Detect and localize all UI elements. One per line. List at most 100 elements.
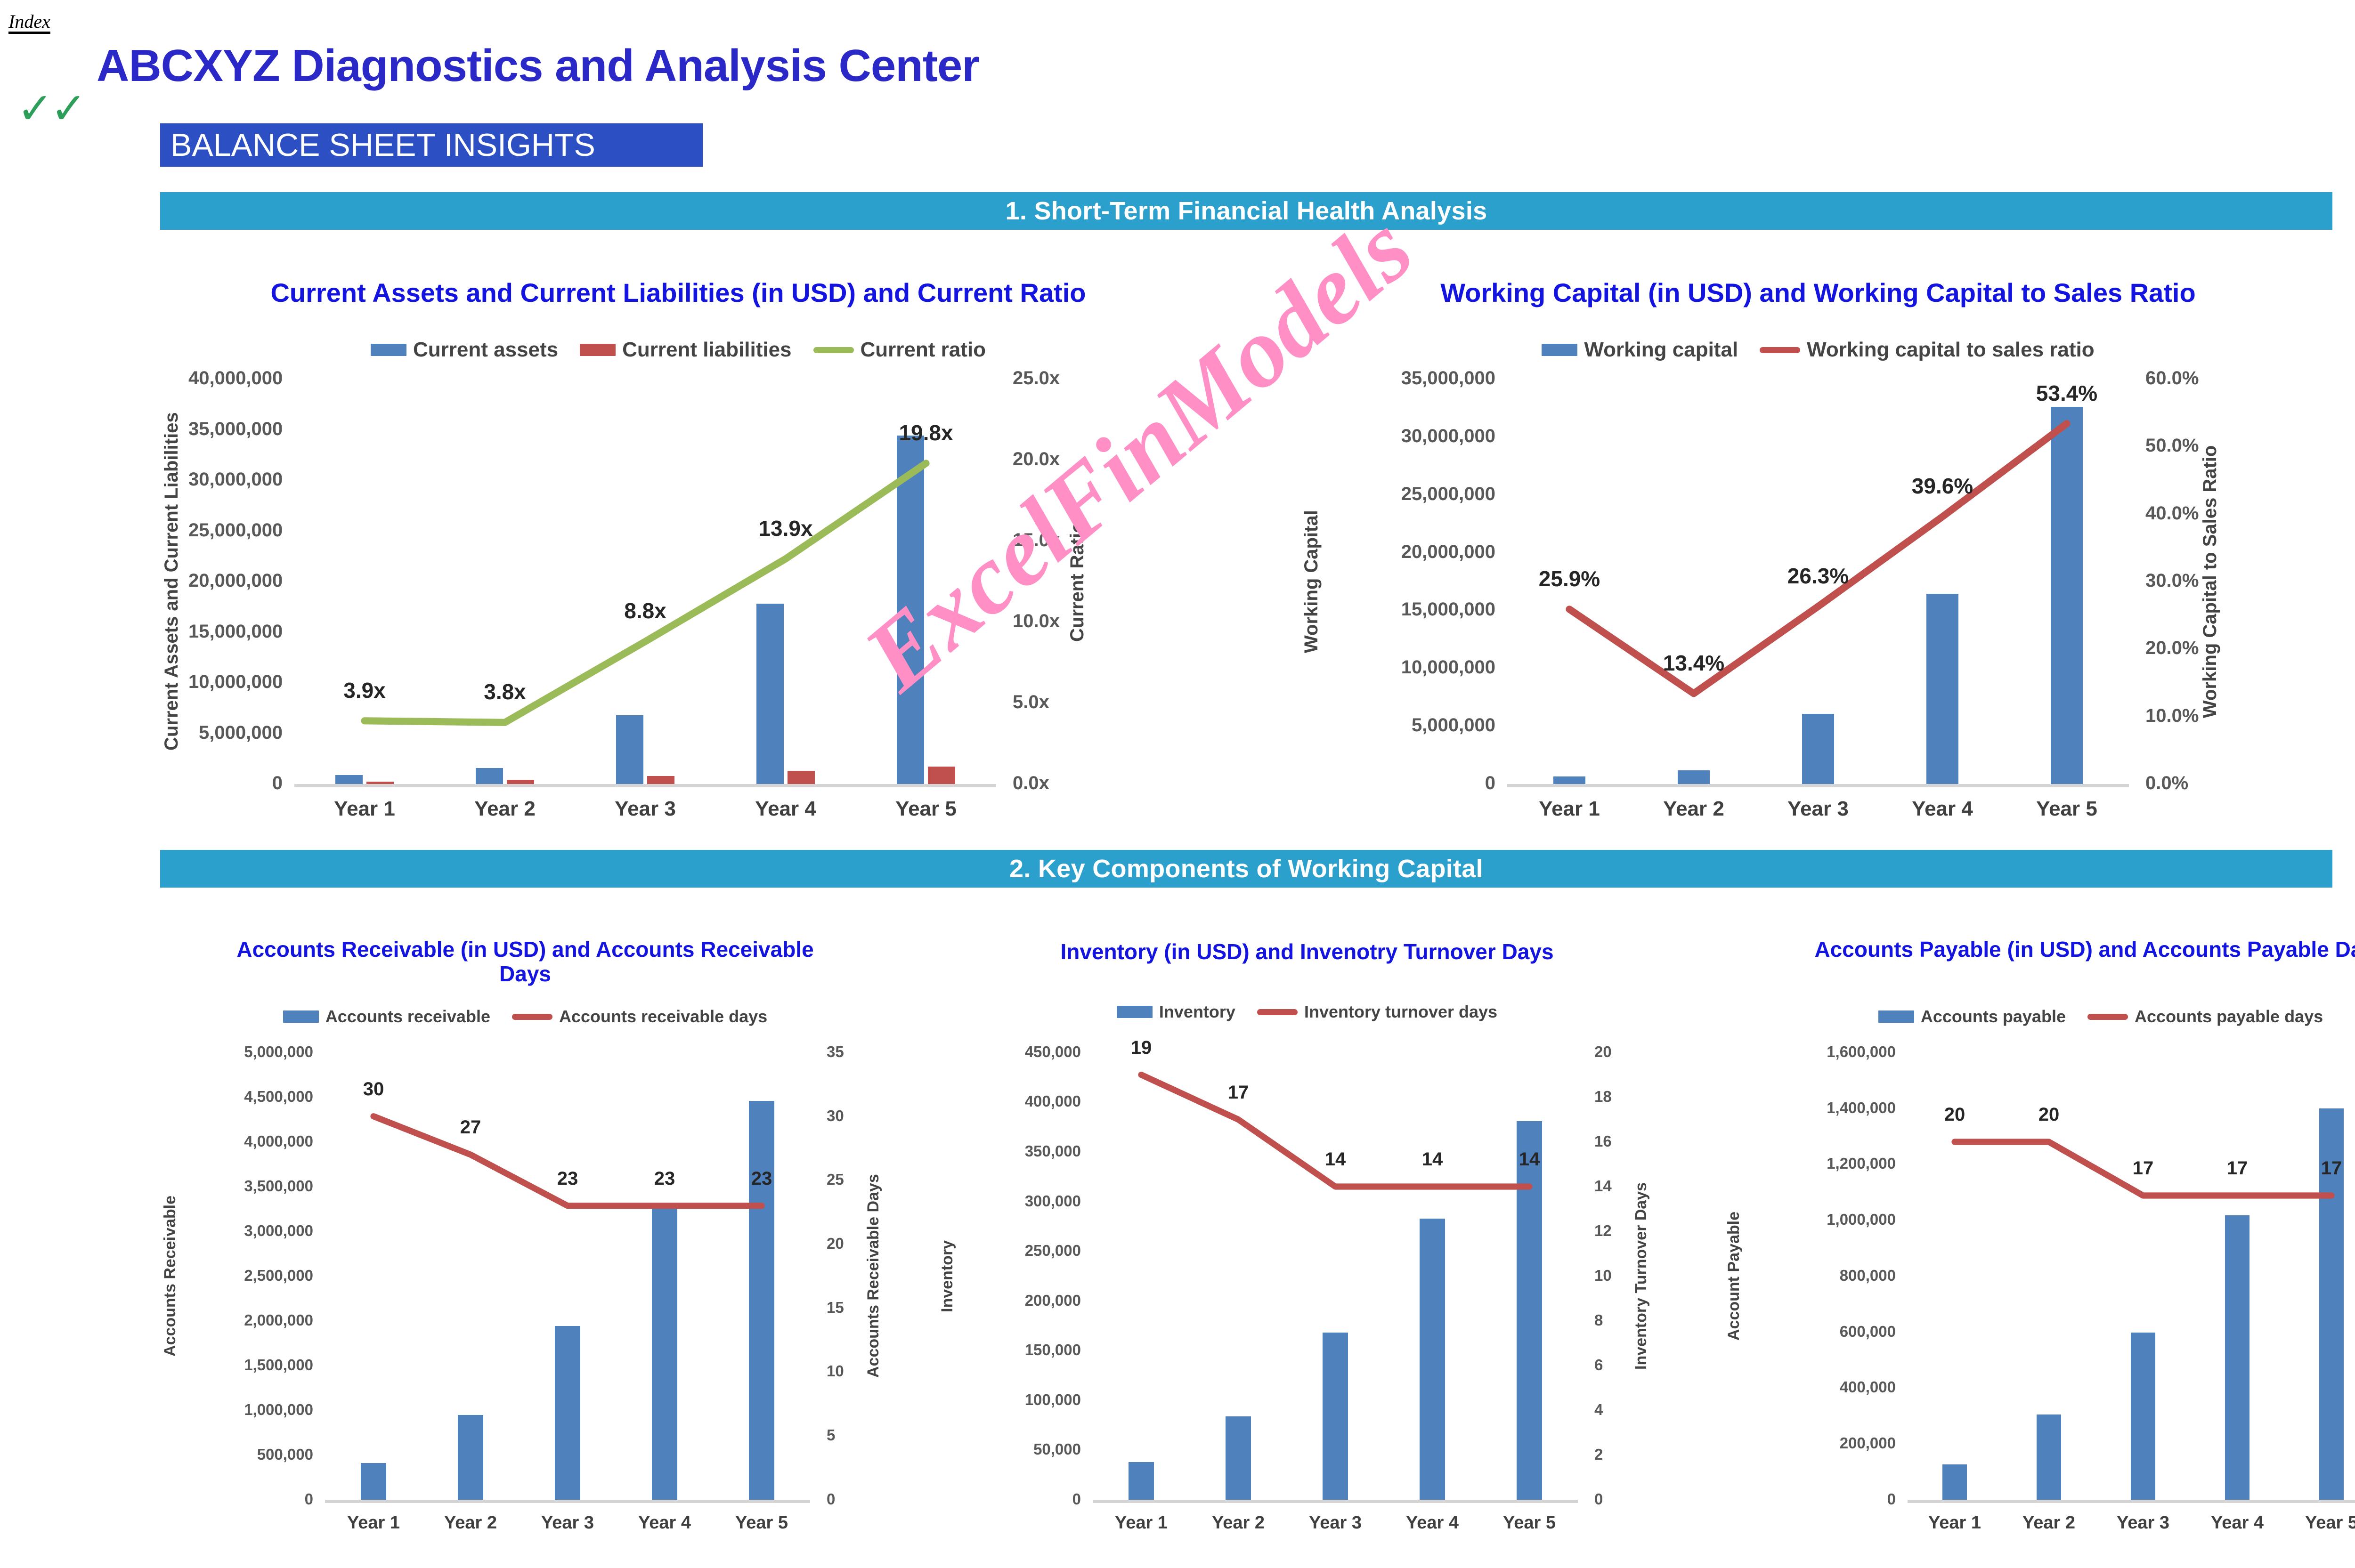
data-label: 13.9x bbox=[758, 516, 813, 541]
bar[interactable] bbox=[2319, 1108, 2344, 1500]
y-axis-tick: 350,000 bbox=[1024, 1142, 1081, 1160]
section-band-2: 2. Key Components of Working Capital bbox=[160, 850, 2332, 888]
y-axis-tick: 50,000 bbox=[1033, 1440, 1081, 1458]
y-axis-tick: 4,000,000 bbox=[244, 1132, 313, 1150]
bar[interactable] bbox=[749, 1100, 774, 1500]
y-axis-tick: 4,500,000 bbox=[244, 1087, 313, 1105]
chart-title: Accounts Receivable (in USD) and Account… bbox=[236, 937, 814, 986]
bar[interactable] bbox=[476, 768, 503, 784]
y-axis-tick: 5,000,000 bbox=[1412, 715, 1495, 736]
index-link[interactable]: Index bbox=[8, 11, 50, 32]
bar[interactable] bbox=[1677, 770, 1710, 784]
chart-inventory[interactable]: Inventory (in USD) and Invenotry Turnove… bbox=[937, 916, 1677, 1568]
bar[interactable] bbox=[1942, 1464, 1967, 1500]
legend-bar-swatch-icon bbox=[580, 344, 616, 356]
legend-label: Current ratio bbox=[860, 338, 986, 361]
chart-legend[interactable]: Accounts receivable Accounts receivable d… bbox=[160, 1007, 890, 1026]
legend-label: Accounts payable bbox=[1920, 1007, 2066, 1026]
bar[interactable] bbox=[616, 715, 644, 784]
legend-item[interactable]: Working capital to sales ratio bbox=[1760, 338, 2095, 362]
x-axis-category-label: Year 2 bbox=[444, 1513, 497, 1533]
legend-item[interactable]: Accounts receivable bbox=[283, 1007, 490, 1026]
line-series bbox=[1566, 420, 2071, 697]
secondary-y-axis-tick: 40.0% bbox=[2145, 502, 2199, 524]
legend-item[interactable]: Inventory turnover days bbox=[1257, 1002, 1497, 1022]
bar[interactable] bbox=[1553, 776, 1586, 784]
data-label: 26.3% bbox=[1787, 564, 1849, 589]
legend-item[interactable]: Accounts payable bbox=[1878, 1007, 2066, 1026]
bar[interactable] bbox=[1129, 1462, 1154, 1500]
chart-legend[interactable]: Inventory Inventory turnover days bbox=[937, 1002, 1677, 1022]
chart-legend[interactable]: Working capital Working capital to sales … bbox=[1300, 338, 2336, 362]
chart-accounts-payable[interactable]: Accounts Payable (in USD) and Accounts P… bbox=[1724, 916, 2355, 1568]
bar[interactable] bbox=[787, 771, 815, 784]
chart-legend[interactable]: Current assets Current liabilities Current… bbox=[160, 338, 1196, 362]
legend-item[interactable]: Current liabilities bbox=[580, 338, 792, 362]
x-axis-category-label: Year 3 bbox=[1309, 1513, 1362, 1533]
bar[interactable] bbox=[2037, 1414, 2061, 1500]
bar[interactable] bbox=[1802, 714, 1835, 784]
bar[interactable] bbox=[555, 1326, 580, 1500]
bar[interactable] bbox=[361, 1463, 386, 1500]
legend-item[interactable]: Current ratio bbox=[813, 338, 986, 362]
legend-item[interactable]: Inventory bbox=[1116, 1002, 1235, 1022]
y-axis-tick: 500,000 bbox=[257, 1445, 313, 1463]
legend-item[interactable]: Working capital bbox=[1542, 338, 1738, 362]
secondary-y-axis-tick: 20 bbox=[1594, 1043, 1612, 1060]
legend-line-swatch-icon bbox=[1257, 1009, 1298, 1015]
bar[interactable] bbox=[1420, 1218, 1445, 1500]
legend-label: Inventory bbox=[1159, 1002, 1235, 1021]
bar[interactable] bbox=[1926, 593, 1959, 784]
bar[interactable] bbox=[897, 436, 925, 784]
chart-working-capital[interactable]: Working Capital (in USD) and Working Cap… bbox=[1300, 250, 2336, 838]
bar[interactable] bbox=[335, 775, 363, 784]
legend-item[interactable]: Accounts receivable days bbox=[512, 1007, 767, 1026]
plot-area: 0 500,000 1,000,000 1,500,000 2,000,000 2,500… bbox=[161, 1044, 882, 1533]
y-axis-tick: 10,000,000 bbox=[188, 671, 283, 692]
y-axis-tick: 1,500,000 bbox=[244, 1356, 313, 1374]
y-axis-tick: 600,000 bbox=[1839, 1322, 1896, 1340]
x-axis-category-label: Year 2 bbox=[2022, 1513, 2075, 1533]
bar[interactable] bbox=[756, 604, 784, 784]
bar[interactable] bbox=[1226, 1416, 1251, 1500]
legend-label: Accounts receivable bbox=[325, 1007, 490, 1026]
bar[interactable] bbox=[366, 782, 394, 784]
y-axis-title: Accounts Receivable bbox=[161, 1195, 179, 1357]
y-axis-tick: 20,000,000 bbox=[188, 570, 283, 591]
axis-baseline bbox=[1908, 1500, 2355, 1503]
secondary-y-axis-tick: 10 bbox=[827, 1362, 844, 1380]
data-label: 20 bbox=[1944, 1104, 1965, 1125]
line-series bbox=[1138, 1071, 1533, 1190]
bar[interactable] bbox=[2050, 406, 2083, 784]
legend-item[interactable]: Current assets bbox=[370, 338, 558, 362]
y-axis-tick: 1,600,000 bbox=[1827, 1043, 1896, 1060]
y-axis-tick: 3,000,000 bbox=[244, 1221, 313, 1239]
y-axis-tick: 0 bbox=[1072, 1490, 1081, 1508]
secondary-y-axis-tick: 10.0x bbox=[1013, 611, 1060, 631]
bar[interactable] bbox=[652, 1206, 677, 1500]
legend-line-swatch-icon bbox=[813, 347, 854, 353]
data-label: 23 bbox=[654, 1168, 675, 1189]
legend-label: Working capital to sales ratio bbox=[1807, 338, 2095, 361]
bar[interactable] bbox=[2225, 1215, 2249, 1500]
chart-title: Current Assets and Current Liabilities (… bbox=[270, 278, 1086, 307]
bar[interactable] bbox=[506, 779, 534, 784]
y-axis-tick: 1,000,000 bbox=[244, 1400, 313, 1418]
legend-item[interactable]: Accounts payable days bbox=[2087, 1007, 2323, 1026]
y-axis-tick: 1,400,000 bbox=[1827, 1099, 1896, 1116]
bar[interactable] bbox=[458, 1414, 483, 1500]
x-axis-category-label: Year 4 bbox=[2211, 1513, 2264, 1533]
y-axis-tick: 5,000,000 bbox=[244, 1043, 313, 1060]
chart-accounts-receivable[interactable]: Accounts Receivable (in USD) and Account… bbox=[160, 916, 890, 1568]
bar[interactable] bbox=[1323, 1333, 1348, 1500]
x-axis-category-label: Year 1 bbox=[1539, 797, 1600, 820]
bar[interactable] bbox=[2131, 1332, 2155, 1500]
chart-current-assets-liabilities[interactable]: Current Assets and Current Liabilities (… bbox=[160, 250, 1196, 838]
bar[interactable] bbox=[647, 776, 674, 784]
chart-legend[interactable]: Accounts payable Accounts payable days bbox=[1724, 1007, 2355, 1026]
plot-area: 0 5,000,000 10,000,000 15,000,000 20,000,000… bbox=[1301, 369, 2220, 820]
axis-baseline bbox=[1093, 1500, 1578, 1503]
secondary-y-axis-tick: 0 bbox=[827, 1490, 836, 1508]
secondary-y-axis-tick: 20.0% bbox=[2145, 638, 2199, 659]
bar[interactable] bbox=[927, 766, 955, 784]
